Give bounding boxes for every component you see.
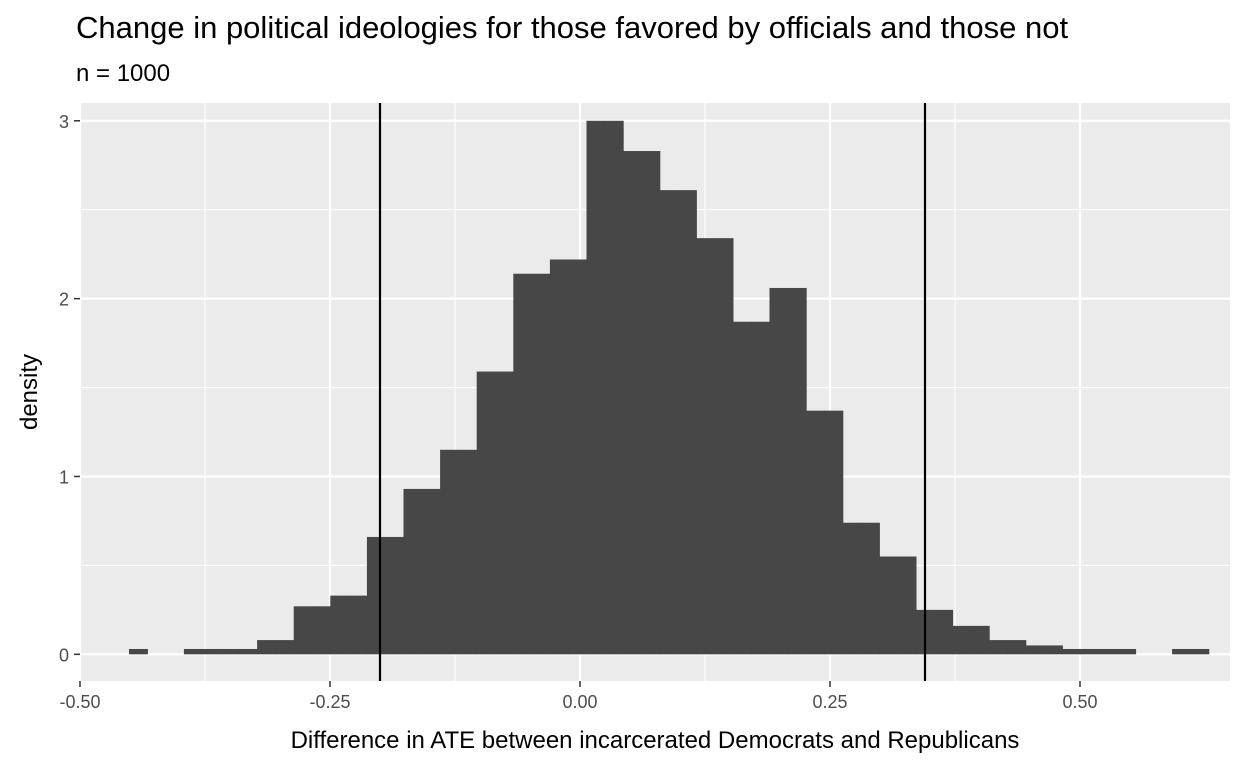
histogram-bar — [550, 260, 569, 655]
x-tick-label: 0.50 — [1062, 692, 1097, 712]
histogram-bar — [257, 640, 276, 654]
histogram-bar — [898, 557, 917, 655]
histogram-bar — [184, 649, 203, 654]
histogram-bar — [751, 322, 770, 655]
histogram-bar — [1099, 649, 1118, 654]
histogram-bar — [824, 411, 843, 655]
histogram-bar — [678, 190, 697, 654]
x-tick-label: -0.50 — [59, 692, 100, 712]
x-axis-label: Difference in ATE between incarcerated D… — [291, 727, 1020, 754]
histogram-bar — [733, 322, 752, 655]
histogram-bar — [1117, 649, 1136, 654]
histogram-bar — [312, 606, 331, 654]
histogram-bar — [367, 537, 386, 654]
y-tick-label: 1 — [59, 467, 69, 487]
histogram-bar — [934, 610, 953, 654]
histogram-bar — [440, 450, 459, 655]
histogram-bar — [1026, 645, 1045, 654]
histogram-bar — [605, 121, 624, 655]
histogram-bar — [385, 537, 404, 654]
histogram-bar — [879, 557, 898, 655]
histogram-bar — [129, 649, 148, 654]
histogram-bar — [1007, 640, 1026, 654]
histogram-bar — [660, 190, 679, 654]
histogram-bar — [330, 596, 349, 655]
histogram-bar — [1190, 649, 1209, 654]
histogram-bar — [806, 411, 825, 655]
histogram-bar — [568, 260, 587, 655]
y-tick-label: 0 — [59, 645, 69, 665]
histogram-bar — [1172, 649, 1191, 654]
histogram-bar — [715, 238, 734, 654]
histogram-bar — [422, 489, 441, 654]
histogram-bar — [623, 151, 642, 654]
histogram-bar — [477, 372, 496, 655]
histogram-bar — [1044, 645, 1063, 654]
histogram-bar — [458, 450, 477, 655]
histogram-bar — [587, 121, 606, 655]
x-tick-label: 0.00 — [562, 692, 597, 712]
histogram-bar — [294, 606, 313, 654]
histogram-bar — [696, 238, 715, 654]
histogram-bar — [953, 626, 972, 654]
histogram-bar — [239, 649, 258, 654]
histogram-bar — [202, 649, 221, 654]
histogram-bar — [989, 640, 1008, 654]
histogram-bar — [770, 288, 789, 654]
histogram-bar — [788, 288, 807, 654]
histogram-bar — [221, 649, 240, 654]
y-tick-label: 2 — [59, 290, 69, 310]
histogram-bar — [1062, 649, 1081, 654]
y-axis-label: density — [16, 354, 43, 430]
histogram-bar — [843, 523, 862, 655]
histogram-bar — [495, 372, 514, 655]
histogram-bar — [275, 640, 294, 654]
histogram-bar — [349, 596, 368, 655]
histogram-bar — [532, 274, 551, 655]
histogram-bar — [1081, 649, 1100, 654]
x-tick-label: -0.25 — [309, 692, 350, 712]
histogram-bar — [404, 489, 423, 654]
x-tick-label: 0.25 — [812, 692, 847, 712]
histogram-bar — [861, 523, 880, 655]
histogram-bar — [513, 274, 532, 655]
histogram-bar — [641, 151, 660, 654]
y-tick-label: 3 — [59, 112, 69, 132]
histogram-bar — [971, 626, 990, 654]
